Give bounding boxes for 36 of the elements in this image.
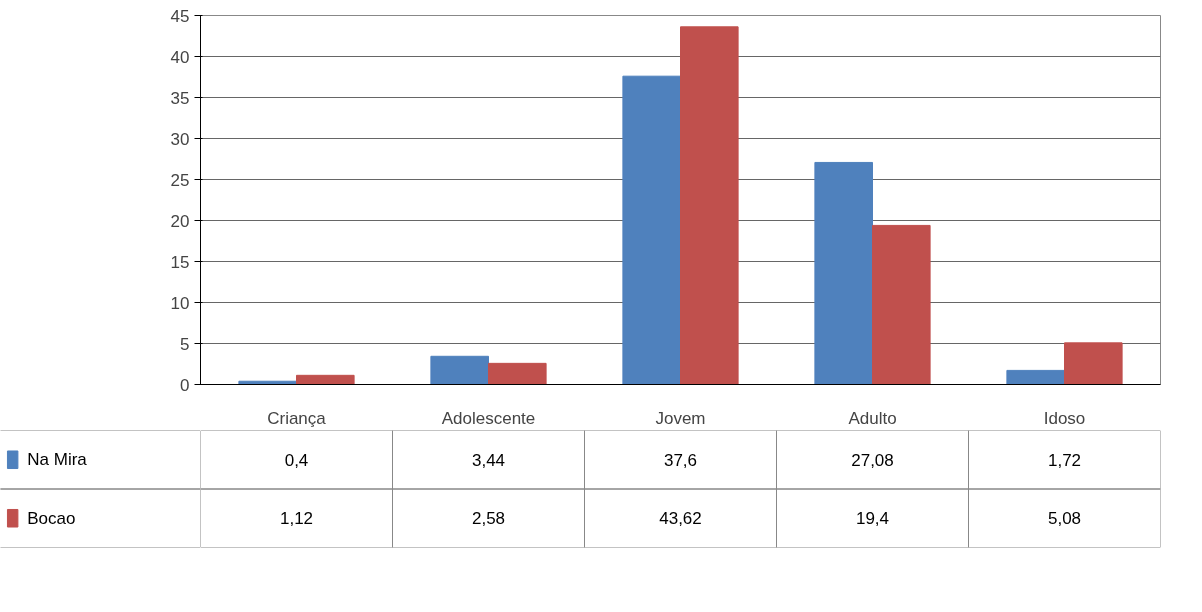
y-tick-label: 35 [170, 88, 190, 108]
x-tick-label: Adulto [848, 408, 897, 428]
data-label: 19,4 [855, 509, 890, 529]
data-label: 0,4 [284, 450, 309, 470]
data-label: 43,62 [659, 509, 702, 529]
bar [814, 161, 873, 385]
data-label: 27,08 [851, 450, 894, 470]
x-tick-label: Adolescente [441, 408, 536, 428]
bar [680, 26, 739, 385]
y-tick-label: 30 [170, 129, 190, 149]
x-tick-label: Criança [267, 408, 327, 428]
y-tick-label: 0 [180, 375, 190, 395]
data-label: 2,58 [471, 509, 506, 529]
data-label: 1,72 [1047, 450, 1082, 470]
x-tick-label: Idoso [1043, 408, 1086, 428]
bar [1064, 342, 1123, 385]
y-tick-label: 5 [180, 334, 190, 354]
bar [430, 355, 489, 385]
y-tick-label: 40 [170, 47, 190, 67]
bar [1006, 369, 1065, 385]
legend-label: Bocao [27, 508, 76, 528]
y-tick-label: 45 [170, 6, 190, 26]
x-tick-label: Jovem [655, 408, 706, 428]
y-tick-label: 20 [170, 211, 190, 231]
y-tick-label: 15 [170, 252, 190, 272]
legend-label: Na Mira [27, 450, 88, 470]
y-tick-label: 10 [170, 293, 190, 313]
bar [622, 75, 681, 385]
data-label: 3,44 [471, 450, 506, 470]
data-label: 5,08 [1047, 509, 1082, 529]
data-label: 37,6 [663, 450, 698, 470]
data-label: 1,12 [279, 509, 314, 529]
bar [872, 224, 931, 385]
y-tick-label: 25 [170, 170, 190, 190]
bar [296, 374, 355, 385]
bar [488, 362, 547, 385]
